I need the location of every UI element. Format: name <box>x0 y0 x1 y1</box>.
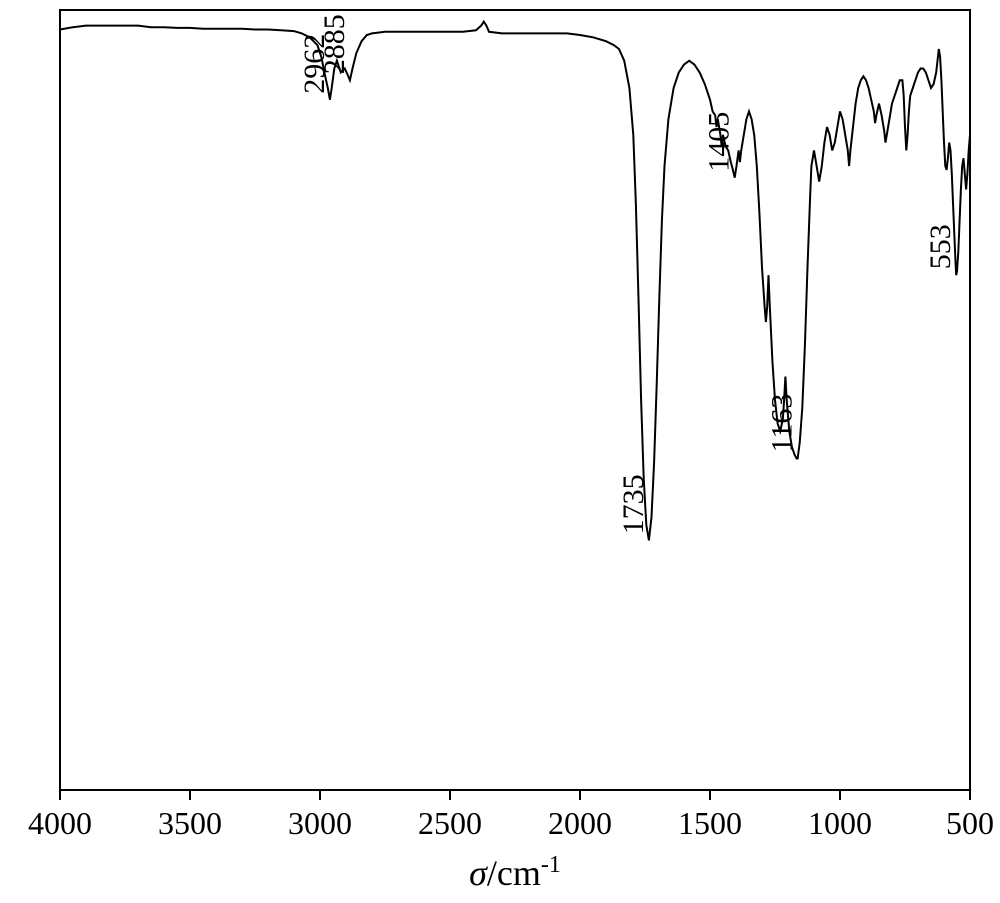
xtick-label: 2500 <box>418 805 482 841</box>
xtick-label: 1500 <box>678 805 742 841</box>
xtick-label: 4000 <box>28 805 92 841</box>
peak-label: 1405 <box>703 112 736 172</box>
peak-label: 2885 <box>318 14 351 74</box>
chart-svg: 4000350030002500200015001000500σ/cm-1296… <box>0 0 1000 903</box>
xtick-label: 3500 <box>158 805 222 841</box>
peak-label: 553 <box>924 224 957 269</box>
xtick-label: 1000 <box>808 805 872 841</box>
xtick-label: 3000 <box>288 805 352 841</box>
peak-label: 1735 <box>617 474 650 534</box>
xtick-label: 2000 <box>548 805 612 841</box>
x-axis-label: σ/cm-1 <box>469 852 561 893</box>
peak-label: 1163 <box>766 394 799 453</box>
ir-spectrum-chart: 4000350030002500200015001000500σ/cm-1296… <box>0 0 1000 903</box>
spectrum-line <box>60 22 970 541</box>
xtick-label: 500 <box>946 805 994 841</box>
